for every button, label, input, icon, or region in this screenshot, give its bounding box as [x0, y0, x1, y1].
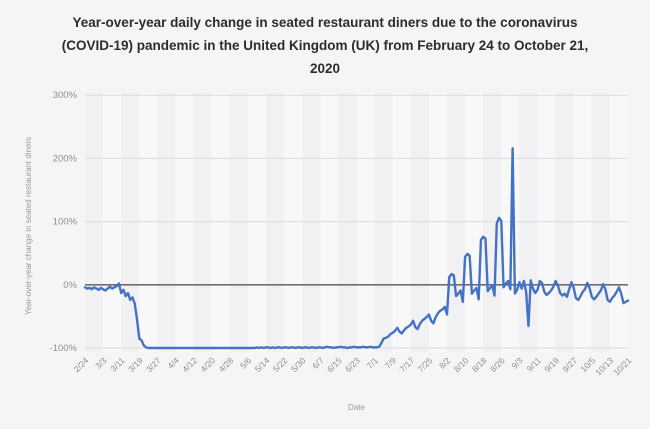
x-tick-label: 3/27 [144, 355, 163, 374]
x-tick-label: 9/27 [560, 355, 579, 374]
x-tick-label: 7/17 [397, 355, 416, 374]
x-tick-label: 9/3 [509, 355, 525, 371]
x-tick-label: 3/19 [126, 355, 145, 374]
x-tick-label: 8/2 [437, 355, 453, 371]
x-tick-label: 6/23 [343, 355, 362, 374]
x-tick-label: 6/15 [325, 355, 344, 374]
x-tick-label: 8/10 [452, 355, 471, 374]
x-tick-label: 5/30 [289, 355, 308, 374]
y-tick-label: 200% [53, 153, 78, 164]
x-tick-label: 3/11 [108, 355, 127, 374]
x-axis-tick-labels: 2/24 3/3 3/11 3/19 3/27 4/4 4/12 4/20 4/28 5/6 5/1… [72, 355, 634, 377]
axis-titles: Year-over-year change in seated restaura… [24, 137, 365, 412]
data-series [83, 147, 630, 350]
x-tick-label: 5/22 [271, 355, 290, 374]
x-tick-label: 6/7 [310, 355, 326, 371]
x-tick-label: 5/14 [253, 355, 272, 374]
x-tick-label: 10/21 [611, 355, 633, 377]
chart-title: Year-over-year daily change in seated re… [61, 15, 589, 76]
x-tick-label: 4/20 [198, 355, 217, 374]
x-tick-label: 4/4 [165, 355, 181, 371]
y-tick-label: -100% [50, 343, 78, 354]
x-tick-label: 4/12 [180, 355, 199, 374]
x-tick-label: 3/3 [93, 355, 109, 371]
x-tick-label: 9/19 [542, 355, 561, 374]
x-tick-label: 10/13 [593, 355, 615, 377]
x-tick-label: 7/1 [365, 355, 381, 371]
y-tick-label: 0% [63, 280, 77, 291]
x-tick-label: 7/9 [383, 355, 399, 371]
x-axis-title: Date [348, 403, 365, 412]
x-tick-label: 8/18 [470, 355, 489, 374]
x-tick-label: 8/26 [488, 355, 507, 374]
series-line-yoy-diners[interactable] [83, 147, 630, 350]
x-tick-label: 4/28 [216, 355, 235, 374]
y-axis-tick-labels: 300% 200% 100% 0% -100% [50, 90, 78, 354]
x-tick-label: 5/6 [238, 355, 254, 371]
y-axis-title: Year-over-year change in seated restaura… [24, 137, 33, 315]
y-tick-label: 300% [53, 90, 78, 101]
x-tick-label: 7/25 [416, 355, 435, 374]
x-tick-label: 2/24 [72, 355, 91, 374]
x-tick-label: 9/11 [525, 355, 544, 374]
y-tick-label: 100% [53, 217, 78, 228]
